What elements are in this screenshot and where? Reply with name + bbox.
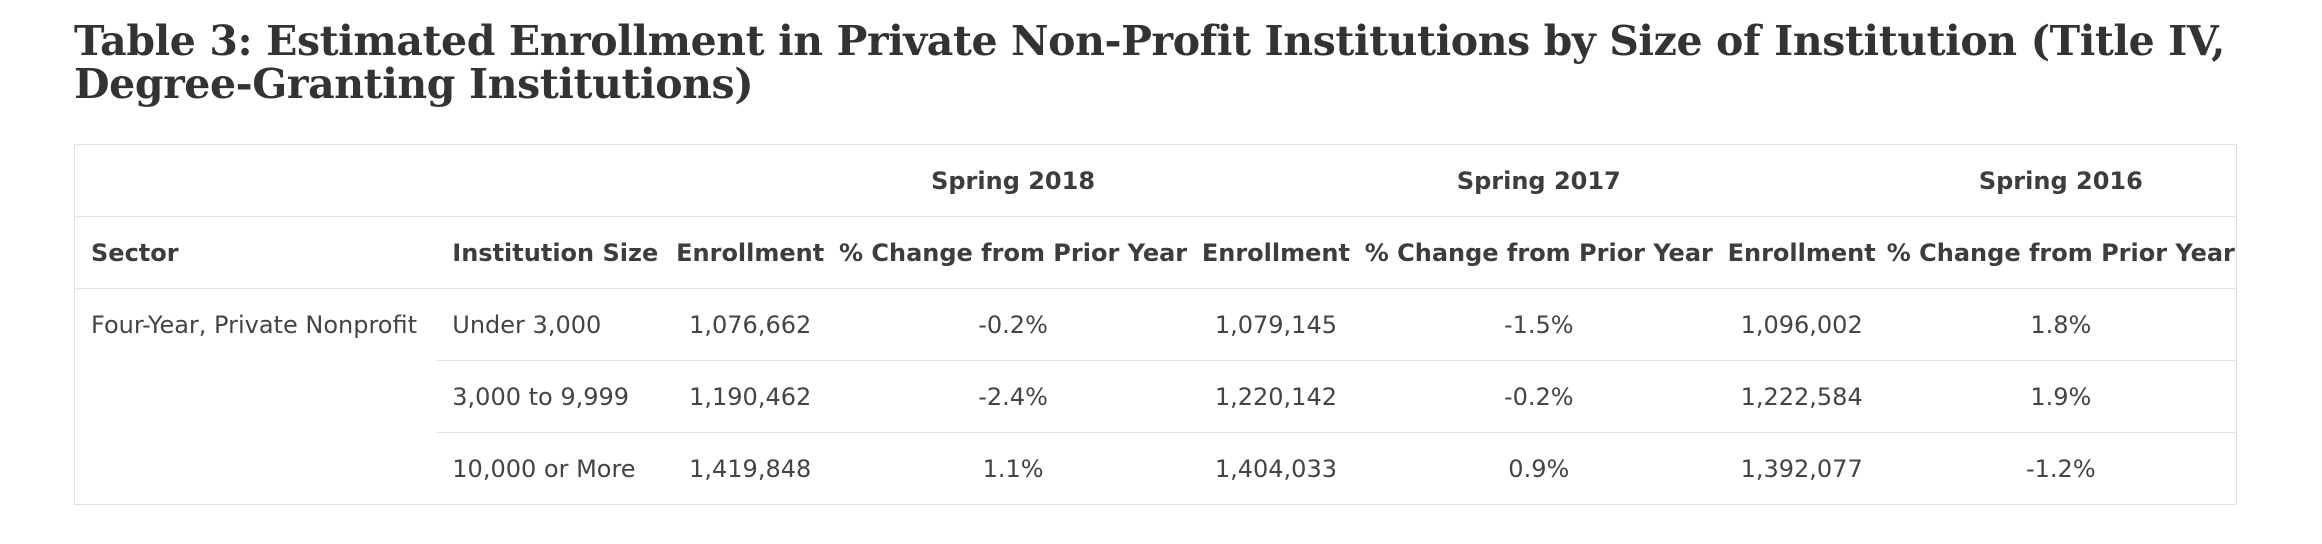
percent-change-cell: -1.5% xyxy=(1359,288,1718,361)
table-row: Four-Year, Private Nonprofit Under 3,000… xyxy=(75,288,2237,361)
enrollment-cell: 1,419,848 xyxy=(689,454,812,483)
column-header: Enrollment xyxy=(676,238,825,267)
column-header: Enrollment xyxy=(1201,238,1350,267)
sector-cell: Four-Year, Private Nonprofit xyxy=(91,311,417,339)
enrollment-table: Spring 2018 Spring 2017 Spring 2016 Sect… xyxy=(74,144,2237,505)
enrollment-cell: 1,222,584 xyxy=(1717,360,1886,433)
enrollment-cell: 1,096,002 xyxy=(1717,288,1886,361)
enrollment-cell: 1,079,145 xyxy=(1191,288,1360,361)
percent-change-cell: 1.1% xyxy=(982,454,1044,483)
table-row: 10,000 or More 1,419,848 1.1% 1,404,033 … xyxy=(75,433,2237,505)
year-header: Spring 2016 xyxy=(1978,166,2143,195)
column-header: % Change from Prior Year xyxy=(838,238,1188,267)
column-header: Sector xyxy=(91,238,179,267)
year-header: Spring 2018 xyxy=(931,166,1096,195)
page-title: Table 3: Estimated Enrollment in Private… xyxy=(74,17,2226,108)
column-header: % Change from Prior Year xyxy=(1886,238,2235,267)
enrollment-cell: 1,220,142 xyxy=(1191,360,1360,433)
year-header-row: Spring 2018 Spring 2017 Spring 2016 xyxy=(74,145,2237,217)
enrollment-cell: 1,404,033 xyxy=(1214,454,1337,483)
enrollment-cell: 1,076,662 xyxy=(666,288,835,361)
column-header: % Change from Prior Year xyxy=(1364,238,1713,267)
column-header: Enrollment xyxy=(1727,238,1876,267)
table-row: 3,000 to 9,999 1,190,462 -2.4% 1,220,142… xyxy=(75,360,2237,433)
enrollment-cell: 1,190,462 xyxy=(666,360,835,433)
column-header-row: Sector Institution Size Enrollment % Cha… xyxy=(74,217,2237,289)
institution-size-cell: 10,000 or More xyxy=(452,454,636,483)
percent-change-cell: 0.9% xyxy=(1508,454,1570,483)
percent-change-cell: -0.2% xyxy=(834,288,1192,361)
percent-change-cell: -1.2% xyxy=(2026,454,2096,483)
percent-change-cell: -2.4% xyxy=(834,360,1192,433)
year-header: Spring 2017 xyxy=(1456,166,1621,195)
enrollment-cell: 1,392,077 xyxy=(1740,454,1863,483)
column-header: Institution Size xyxy=(452,238,659,267)
percent-change-cell: 1.8% xyxy=(1885,288,2237,361)
institution-size-cell: 3,000 to 9,999 xyxy=(436,360,667,433)
percent-change-cell: 1.9% xyxy=(1885,360,2237,433)
institution-size-cell: Under 3,000 xyxy=(436,288,667,361)
percent-change-cell: -0.2% xyxy=(1359,360,1718,433)
